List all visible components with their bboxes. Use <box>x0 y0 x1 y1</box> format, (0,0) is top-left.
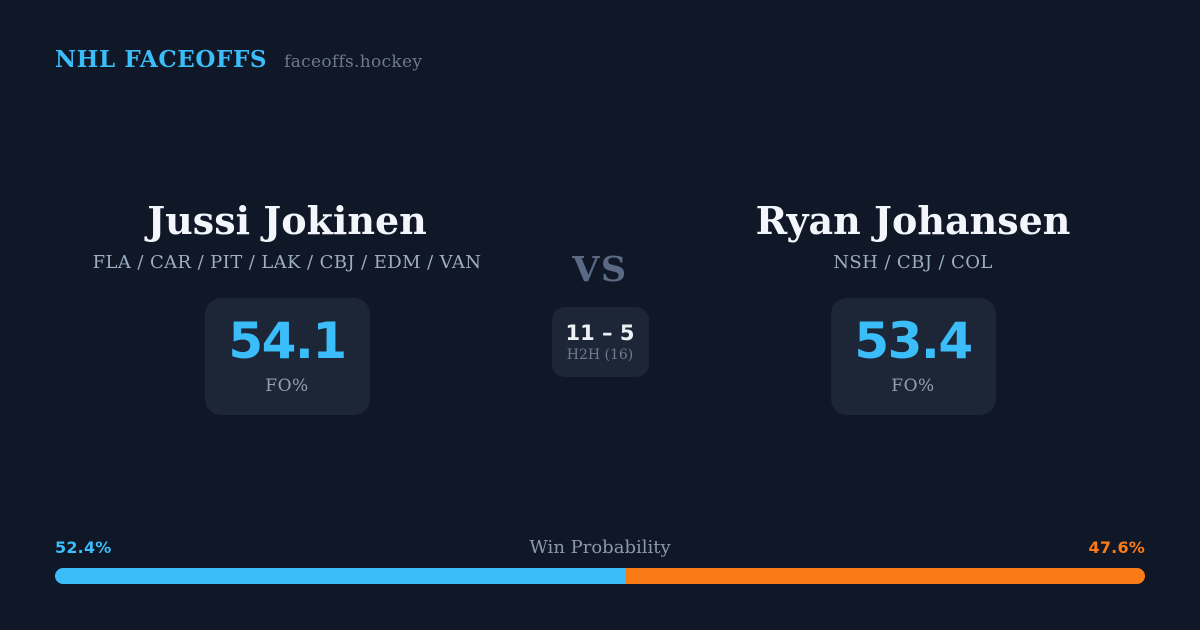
faceoff-pct-label: FO% <box>265 376 309 397</box>
winprob-left-pct: 52.4% <box>55 538 112 557</box>
winprob-left-fill <box>55 568 627 584</box>
winprob-right-pct: 47.6% <box>1088 538 1146 557</box>
player-name: Ryan Johansen <box>755 198 1071 243</box>
faceoff-pct-value: 54.1 <box>228 312 347 371</box>
player-right-column: Ryan Johansen NSH / CBJ / COL 53.4 FO% <box>681 196 1145 415</box>
header: NHL FACEOFFS faceoffs.hockey <box>55 46 422 73</box>
site-domain: faceoffs.hockey <box>284 52 423 72</box>
faceoff-pct-value: 53.4 <box>854 312 973 371</box>
winprob-title: Win Probability <box>529 537 671 558</box>
h2h-card: 11 – 5 H2H (16) <box>551 307 649 377</box>
win-probability-section: 52.4% Win Probability 47.6% <box>55 537 1145 584</box>
h2h-games-label: H2H (16) <box>566 346 634 363</box>
stat-card-left: 54.1 FO% <box>204 297 370 415</box>
stat-card-right: 53.4 FO% <box>830 297 996 415</box>
brand-logo: NHL FACEOFFS <box>55 46 268 73</box>
versus-column: VS 11 – 5 H2H (16) <box>519 196 681 377</box>
winprob-bar <box>55 568 1145 584</box>
player-name: Jussi Jokinen <box>147 198 427 243</box>
faceoff-pct-label: FO% <box>891 376 935 397</box>
player-left-column: Jussi Jokinen FLA / CAR / PIT / LAK / CB… <box>55 196 519 415</box>
winprob-labels-row: 52.4% Win Probability 47.6% <box>55 537 1145 558</box>
player-teams: NSH / CBJ / COL <box>833 251 993 273</box>
h2h-score: 11 – 5 <box>565 321 635 346</box>
vs-label: VS <box>572 249 628 290</box>
player-teams: FLA / CAR / PIT / LAK / CBJ / EDM / VAN <box>92 251 482 273</box>
winprob-right-fill <box>626 568 1145 584</box>
matchup-section: Jussi Jokinen FLA / CAR / PIT / LAK / CB… <box>55 196 1145 415</box>
